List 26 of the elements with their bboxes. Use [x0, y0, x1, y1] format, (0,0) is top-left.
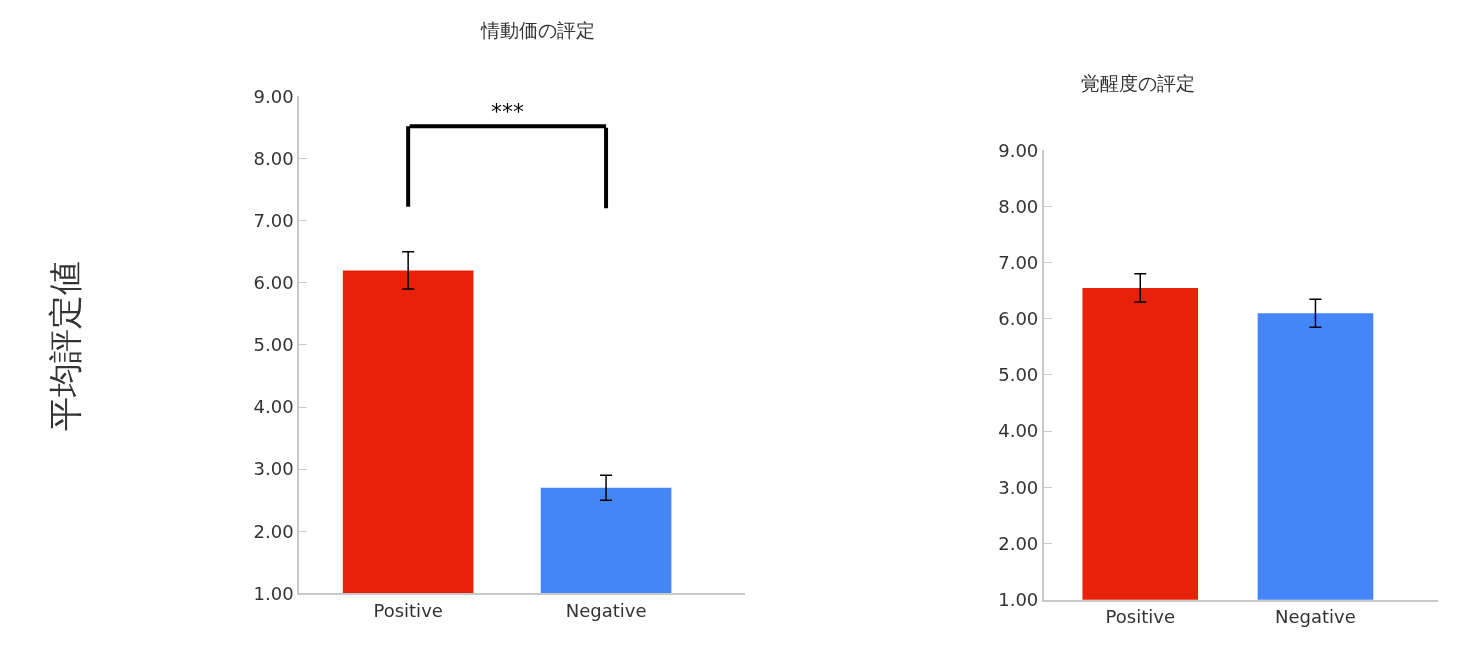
- y-tick-label: 9.00: [253, 85, 294, 107]
- y-tick-label: 9.00: [998, 139, 1039, 161]
- y-tick-label: 2.00: [998, 532, 1039, 554]
- y-tick-label: 3.00: [253, 458, 294, 480]
- y-tick-label: 6.00: [253, 272, 294, 294]
- y-tick-label: 2.00: [253, 520, 294, 542]
- y-tick-label: 7.00: [253, 209, 294, 231]
- y-axis-title: 平均評定値: [45, 261, 86, 432]
- chart-title: 覚醒度の評定: [1081, 72, 1195, 94]
- y-tick-label: 8.00: [253, 147, 294, 169]
- x-tick-label: Positive: [1105, 606, 1175, 628]
- y-tick-label: 5.00: [253, 334, 294, 356]
- y-tick-label: 6.00: [998, 308, 1039, 330]
- annotation: ***: [491, 99, 524, 124]
- x-tick-label: Negative: [565, 599, 647, 621]
- y-tick-label: 4.00: [998, 420, 1039, 442]
- y-tick-label: 3.00: [998, 476, 1039, 498]
- x-tick-label: Positive: [373, 599, 443, 621]
- y-tick-label: 5.00: [998, 364, 1039, 386]
- y-tick-label: 4.00: [253, 396, 294, 418]
- chart-title: 情動価の評定: [480, 19, 595, 41]
- y-tick-label: 1.00: [998, 588, 1039, 610]
- y-tick-label: 1.00: [253, 582, 294, 604]
- x-tick-label: Negative: [1275, 606, 1356, 628]
- y-tick-label: 7.00: [998, 251, 1039, 273]
- y-tick-label: 8.00: [998, 195, 1039, 217]
